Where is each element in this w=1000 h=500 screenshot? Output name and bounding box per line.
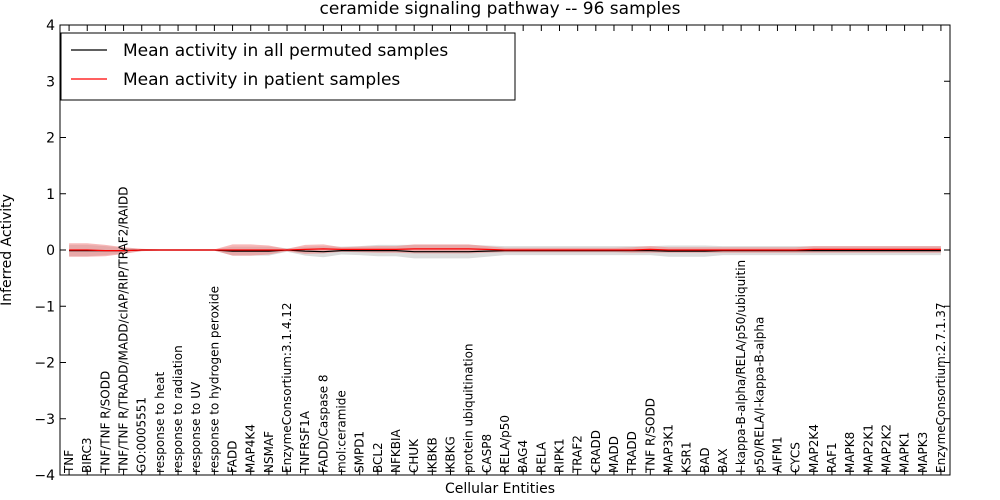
category-label: TNF <box>62 450 76 474</box>
category-label: IKBKG <box>444 436 458 473</box>
chart-title: ceramide signaling pathway -- 96 samples <box>320 0 681 19</box>
category-label: TRADD <box>625 431 639 474</box>
category-label: BIRC3 <box>80 437 94 473</box>
category-label: RIPK1 <box>553 438 567 473</box>
category-label: TNFRSF1A <box>298 410 312 474</box>
category-label: NSMAF <box>262 431 276 473</box>
category-label: BAG4 <box>516 440 530 473</box>
y-tick-label: −4 <box>34 468 55 484</box>
category-label: MAPK8 <box>843 432 857 473</box>
y-tick-label: −1 <box>34 299 55 315</box>
category-label: RELA/p50 <box>498 415 512 473</box>
category-label: MAP4K4 <box>244 424 258 473</box>
category-label: response to radiation <box>171 345 185 473</box>
category-label: BCL2 <box>371 442 385 473</box>
category-label: mol:ceramide <box>335 390 349 473</box>
category-label: protein ubiquitination <box>462 343 476 473</box>
legend-label-permuted: Mean activity in all permuted samples <box>123 41 448 61</box>
legend-box <box>60 32 516 101</box>
y-axis-ticks: 4 3 2 1 0 −1 −2 −3 −4 <box>34 18 950 484</box>
category-label: CRADD <box>589 430 603 473</box>
category-label: I-kappa-B-alpha/RELA/p50/ubiquitin <box>734 260 748 473</box>
category-label: TRAF2 <box>571 435 585 474</box>
category-label: TNF/TNF R/TRADD/MADD/cIAP/RIP/TRAF2/RAID… <box>117 187 131 474</box>
x-axis-label: Cellular Entities <box>445 481 555 497</box>
category-label: EnzymeConsortium:3.1.4.12 <box>280 302 294 473</box>
category-labels: TNF BIRC3 TNF/TNF R/SODD TNF/TNF R/TRADD/MA… <box>62 187 948 475</box>
category-label: MAP3K1 <box>662 424 676 473</box>
category-label: response to heat <box>153 371 167 473</box>
series-lines <box>69 248 941 253</box>
category-label: KSR1 <box>680 441 694 472</box>
y-tick-label: 1 <box>46 187 55 203</box>
category-label: BAX <box>716 448 730 473</box>
category-label: AIFM1 <box>770 436 784 473</box>
category-label: MADD <box>607 436 621 473</box>
category-label: IKBKB <box>425 437 439 473</box>
category-label: FADD <box>226 441 240 474</box>
category-label: MAP2K4 <box>807 424 821 473</box>
category-label: RELA <box>534 441 548 473</box>
category-label: CASP8 <box>480 434 494 473</box>
category-label: SMPD1 <box>353 431 367 473</box>
x-axis-ticks <box>68 25 942 475</box>
category-label: p50/RELA/I-kappa-B-alpha <box>752 317 766 473</box>
category-label: TNF R/SODD <box>643 398 657 474</box>
category-label: CHUK <box>407 438 421 473</box>
legend-label-patient: Mean activity in patient samples <box>123 70 400 90</box>
legend: Mean activity in all permuted samples Me… <box>60 32 516 101</box>
y-tick-label: 4 <box>46 18 55 34</box>
y-tick-label: 3 <box>46 74 55 90</box>
y-tick-label: −3 <box>34 412 55 428</box>
category-label: RAF1 <box>825 442 839 473</box>
category-label: GO:0005551 <box>135 397 149 473</box>
y-axis-label: Inferred Activity <box>0 194 15 306</box>
category-label: MAP2K2 <box>879 424 893 473</box>
category-label: TNF/TNF R/SODD <box>98 371 112 474</box>
y-tick-label: 2 <box>46 131 55 147</box>
category-label: response to UV <box>189 381 203 473</box>
category-label: EnzymeConsortium:2.7.1.37 <box>934 302 948 473</box>
category-label: MAPK1 <box>898 432 912 473</box>
category-label: FADD/Caspase 8 <box>316 374 330 473</box>
category-label: NFKBIA <box>389 428 403 473</box>
y-tick-label: −2 <box>34 356 55 372</box>
category-label: CYCS <box>789 442 803 473</box>
series-line-1 <box>69 248 941 252</box>
category-label: BAD <box>698 447 712 473</box>
category-label: response to hydrogen peroxide <box>207 286 221 473</box>
category-label: MAPK3 <box>916 432 930 473</box>
y-tick-label: 0 <box>46 243 55 259</box>
category-label: MAP2K1 <box>861 424 875 473</box>
